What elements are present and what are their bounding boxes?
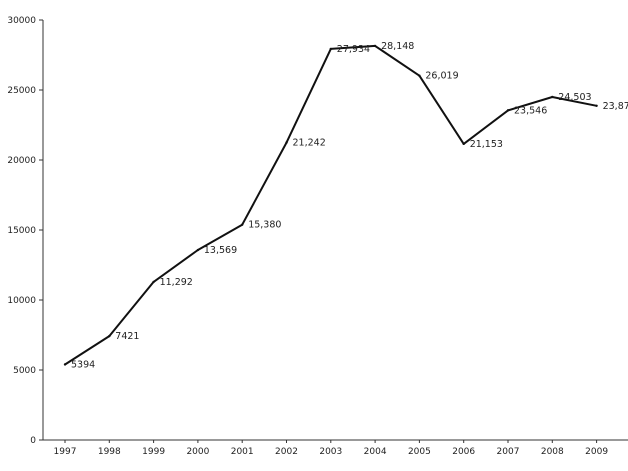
- y-axis-ticks: 0 5000 10000 15000 20000 25000 30000: [7, 16, 43, 446]
- data-point: [241, 223, 244, 226]
- data-label: 23,546: [514, 105, 547, 116]
- x-tick-label: 1997: [54, 447, 77, 457]
- x-tick-label: 2007: [497, 447, 520, 457]
- data-label: 7421: [115, 331, 139, 342]
- data-point: [108, 334, 111, 338]
- x-tick-label: 2000: [186, 447, 209, 457]
- data-labels: 5394 7421 11,292 13,569 15,380 21,242 27,934 28…: [71, 41, 628, 371]
- data-label: 23,873: [603, 101, 628, 112]
- data-label: 15,380: [248, 220, 281, 231]
- x-tick-label: 2003: [319, 447, 342, 457]
- data-label: 26,019: [425, 71, 458, 82]
- data-point: [152, 280, 155, 284]
- data-point: [462, 142, 465, 146]
- data-label: 21,242: [293, 138, 326, 149]
- data-label: 28,148: [381, 41, 414, 52]
- data-label: 27,934: [337, 44, 370, 55]
- data-point: [373, 44, 377, 48]
- y-tick-label: 20000: [7, 156, 36, 166]
- x-tick-label: 2009: [585, 447, 608, 457]
- x-tick-label: 2006: [452, 447, 475, 457]
- y-tick-label: 30000: [7, 16, 36, 26]
- data-point: [418, 74, 421, 77]
- data-label: 21,153: [470, 139, 503, 150]
- x-tick-label: 2002: [275, 447, 298, 457]
- axes: [42, 20, 628, 441]
- series-line: [64, 44, 597, 366]
- data-label: 13,569: [204, 245, 237, 256]
- data-point: [285, 141, 288, 144]
- x-axis-ticks: 1997 1998 1999 2000 2001 2002 2003 2004 2005 2006…: [54, 440, 608, 457]
- x-tick-label: 2008: [541, 447, 564, 457]
- x-tick-label: 2005: [408, 447, 431, 457]
- y-tick-label: 10000: [7, 296, 36, 306]
- series-group: [63, 44, 598, 366]
- x-tick-label: 2004: [364, 447, 387, 457]
- data-label: 5394: [71, 359, 95, 370]
- data-point: [551, 95, 554, 99]
- data-label: 24,503: [558, 92, 591, 103]
- x-tick-label: 1999: [142, 447, 165, 457]
- x-tick-label: 1998: [98, 447, 121, 457]
- data-point: [196, 248, 200, 252]
- y-tick-label: 15000: [7, 226, 36, 236]
- data-label: 11,292: [160, 277, 193, 288]
- y-tick-label: 0: [30, 436, 36, 446]
- y-tick-label: 25000: [7, 86, 36, 96]
- data-point: [63, 363, 67, 366]
- data-point: [506, 109, 510, 112]
- data-point: [329, 47, 332, 51]
- data-point: [595, 104, 598, 107]
- x-tick-label: 2001: [231, 447, 254, 457]
- y-tick-label: 5000: [13, 366, 36, 376]
